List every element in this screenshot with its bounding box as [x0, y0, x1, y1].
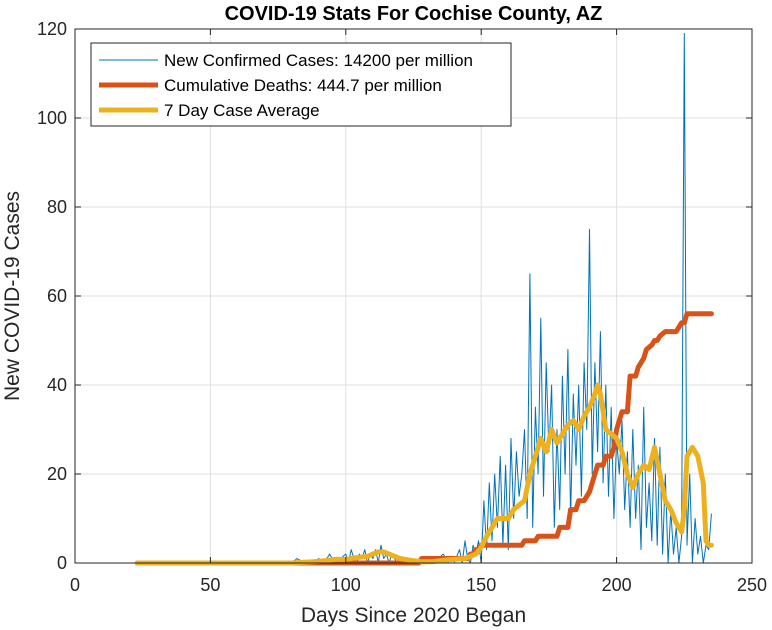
y-tick-label: 0 — [57, 553, 67, 573]
y-tick-label: 60 — [47, 286, 67, 306]
y-tick-label: 20 — [47, 464, 67, 484]
x-tick-label: 250 — [737, 575, 767, 595]
series-group — [134, 32, 714, 566]
legend-label-2: 7 Day Case Average — [164, 101, 320, 120]
x-tick-label: 0 — [70, 575, 80, 595]
x-axis-label: Days Since 2020 Began — [301, 604, 526, 627]
series-line-2 — [134, 382, 714, 566]
x-tick-label: 150 — [466, 575, 496, 595]
x-tick-label: 50 — [200, 575, 220, 595]
legend-box — [90, 42, 512, 127]
y-axis-label: New COVID-19 Cases — [1, 191, 24, 401]
y-tick-label: 80 — [47, 197, 67, 217]
legend: New Confirmed Cases: 14200 per million Cu… — [90, 42, 512, 127]
legend-label-0: New Confirmed Cases: 14200 per million — [164, 51, 473, 70]
axis-ticks: 0 50 100 150 200 250 0 20 40 60 80 100 120 — [37, 19, 767, 595]
y-tick-label: 40 — [47, 375, 67, 395]
x-tick-label: 100 — [331, 575, 361, 595]
y-tick-label: 120 — [37, 19, 67, 39]
y-tick-label: 100 — [37, 108, 67, 128]
x-tick-label: 200 — [602, 575, 632, 595]
legend-label-1: Cumulative Deaths: 444.7 per million — [164, 76, 442, 95]
chart-title: COVID-19 Stats For Cochise County, AZ — [225, 3, 603, 25]
